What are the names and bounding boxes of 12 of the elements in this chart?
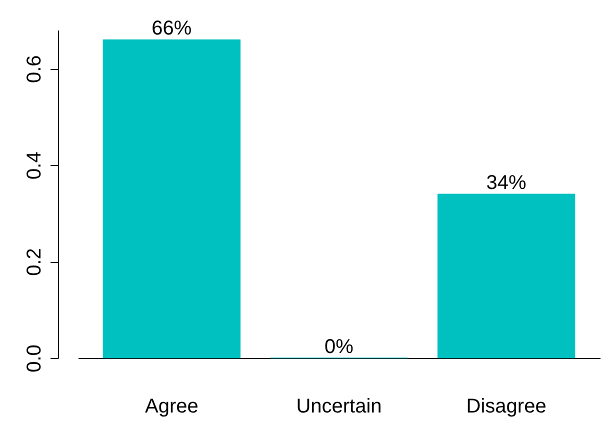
bar bbox=[102, 39, 241, 358]
data-label: 34% bbox=[486, 172, 527, 194]
x-tick-label: Disagree bbox=[466, 396, 546, 418]
y-tick-label: 0.2 bbox=[24, 248, 46, 276]
bar bbox=[437, 194, 576, 358]
y-tick-label: 0.0 bbox=[24, 344, 46, 372]
y-tick-label: 0.4 bbox=[24, 152, 46, 180]
y-tick-label: 0.6 bbox=[24, 55, 46, 83]
data-label: 66% bbox=[152, 18, 192, 40]
data-label: 0% bbox=[324, 336, 354, 358]
x-tick-label: Agree bbox=[145, 396, 198, 418]
x-tick-label: Uncertain bbox=[296, 396, 382, 418]
